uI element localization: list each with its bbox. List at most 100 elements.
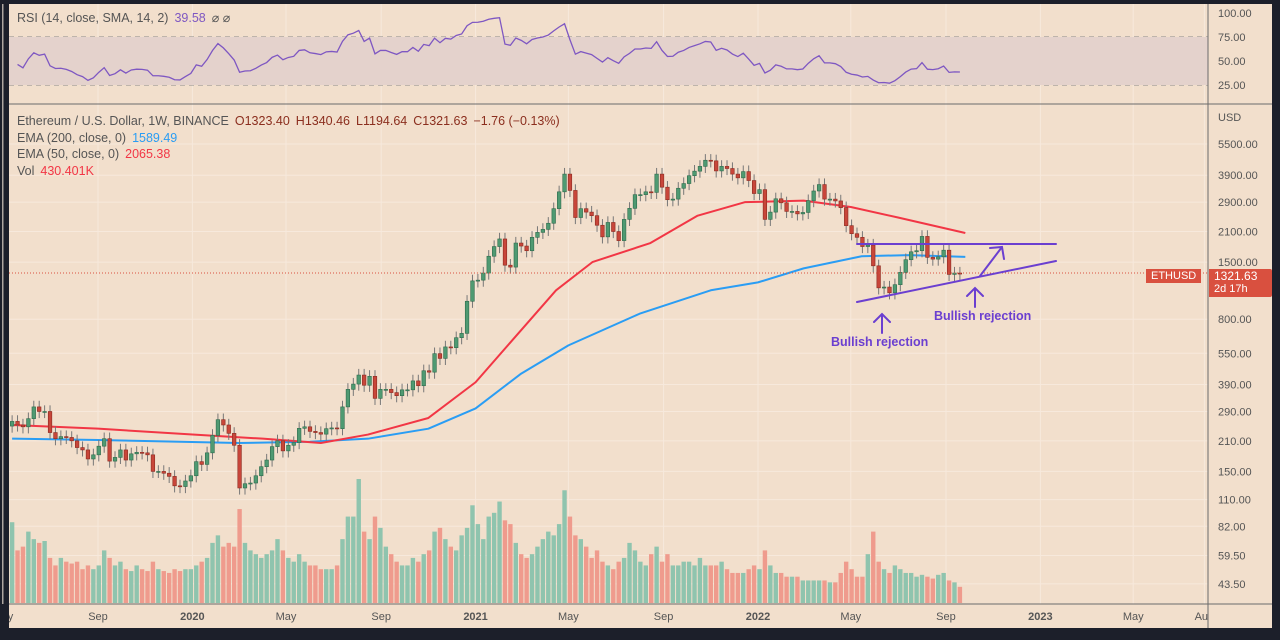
volume-bar — [318, 569, 324, 603]
candle — [936, 256, 941, 260]
candle — [129, 453, 134, 461]
candle — [849, 225, 854, 235]
candle — [708, 159, 713, 162]
volume-bar — [36, 542, 42, 603]
axes[interactable]: May Sep 2020 May Sep 2021 May Sep 2022 May Sep 2023… — [0, 8, 1258, 623]
volume-bar — [53, 565, 58, 603]
volume-bar — [9, 522, 15, 603]
volume-bar — [231, 546, 237, 603]
candle — [96, 445, 101, 456]
candle — [156, 471, 161, 473]
candle — [844, 207, 849, 226]
volume-bar — [908, 572, 914, 603]
volume-bar — [730, 572, 735, 603]
candle — [838, 200, 843, 208]
price-axis-label: 150.00 — [1218, 466, 1252, 478]
volume-bar — [865, 554, 871, 603]
volume-bar — [887, 572, 892, 603]
volume-bar — [85, 565, 91, 603]
candle — [20, 424, 26, 428]
candle — [795, 211, 800, 215]
candle — [833, 198, 838, 202]
candle — [259, 466, 264, 477]
price-axis-label: 550.00 — [1218, 348, 1252, 360]
candle — [779, 198, 784, 204]
volume-bar — [183, 569, 188, 603]
rsi-visibility-icons[interactable]: ⌀ ⌀ — [211, 11, 231, 25]
trend-drawings[interactable] — [856, 243, 1057, 334]
chart-background — [9, 4, 1272, 628]
volume-bar — [129, 571, 134, 603]
candle — [42, 411, 47, 413]
volume-bar — [567, 516, 573, 603]
candle — [372, 376, 378, 399]
candle — [264, 459, 269, 467]
volume-bar — [502, 520, 508, 603]
candle — [605, 222, 610, 238]
candle — [378, 389, 383, 399]
volume-bar — [491, 512, 497, 603]
volume-bar — [96, 565, 101, 603]
ascending-trendline[interactable] — [856, 260, 1057, 303]
volume-bar — [123, 569, 129, 603]
candle — [75, 440, 80, 448]
volume-bar — [139, 569, 145, 603]
volume-bar — [621, 557, 627, 603]
volume-bar — [860, 576, 865, 603]
volume-bar — [952, 582, 957, 603]
volume-bar — [177, 571, 183, 603]
volume-bar — [199, 561, 204, 603]
candle — [37, 406, 42, 412]
volume-bar — [242, 542, 248, 603]
candle — [930, 257, 935, 260]
volume-bar — [405, 565, 410, 603]
volume-bar — [426, 550, 432, 603]
candles — [10, 154, 963, 495]
annotation-bullish-rejection-right: Bullish rejection — [934, 309, 1032, 323]
candle — [459, 333, 464, 339]
candle — [687, 175, 692, 184]
candle — [941, 249, 946, 258]
candle — [291, 442, 296, 446]
candle — [383, 389, 388, 391]
time-axis-label: May — [840, 611, 861, 623]
volume-bar — [627, 542, 632, 603]
volume-bar — [513, 542, 518, 603]
candle — [881, 286, 887, 289]
candle — [123, 449, 128, 461]
volume-bar — [394, 561, 399, 603]
candle — [811, 190, 816, 201]
volume-bar — [210, 542, 215, 603]
candle — [188, 475, 193, 482]
volume-bar — [903, 572, 908, 603]
rsi-title: RSI (14, close, SMA, 14, 2) — [17, 11, 169, 25]
volume-bar — [768, 565, 773, 603]
candle — [903, 259, 908, 273]
volume-bar — [708, 565, 713, 603]
ema50-label: EMA (50, close, 0) — [17, 147, 120, 161]
volume-bar — [389, 554, 394, 603]
candle — [248, 482, 253, 485]
breakout-arrow-icon[interactable] — [979, 245, 1005, 277]
volume-bar — [145, 571, 150, 603]
candle — [670, 198, 675, 201]
candle — [681, 183, 686, 189]
rsi-axis-label: 100.00 — [1218, 8, 1252, 20]
volume-bar — [486, 516, 491, 603]
candle — [470, 280, 475, 302]
volume-bar — [925, 576, 930, 603]
volume-bar — [253, 554, 259, 603]
volume-bar — [237, 509, 242, 603]
symbol-title: Ethereum / U.S. Dollar, 1W, BINANCE — [17, 114, 229, 128]
candle — [421, 370, 426, 387]
volume-bar — [215, 535, 221, 603]
candle — [161, 471, 166, 474]
volume-bar — [172, 569, 177, 603]
ema200-line — [12, 254, 966, 445]
time-axis-label: Aug — [1195, 611, 1215, 623]
volume-bar — [751, 565, 757, 603]
price-axis-label: 2100.00 — [1218, 227, 1258, 239]
time-axis-label: May — [0, 611, 14, 623]
volume-bar — [101, 550, 107, 603]
